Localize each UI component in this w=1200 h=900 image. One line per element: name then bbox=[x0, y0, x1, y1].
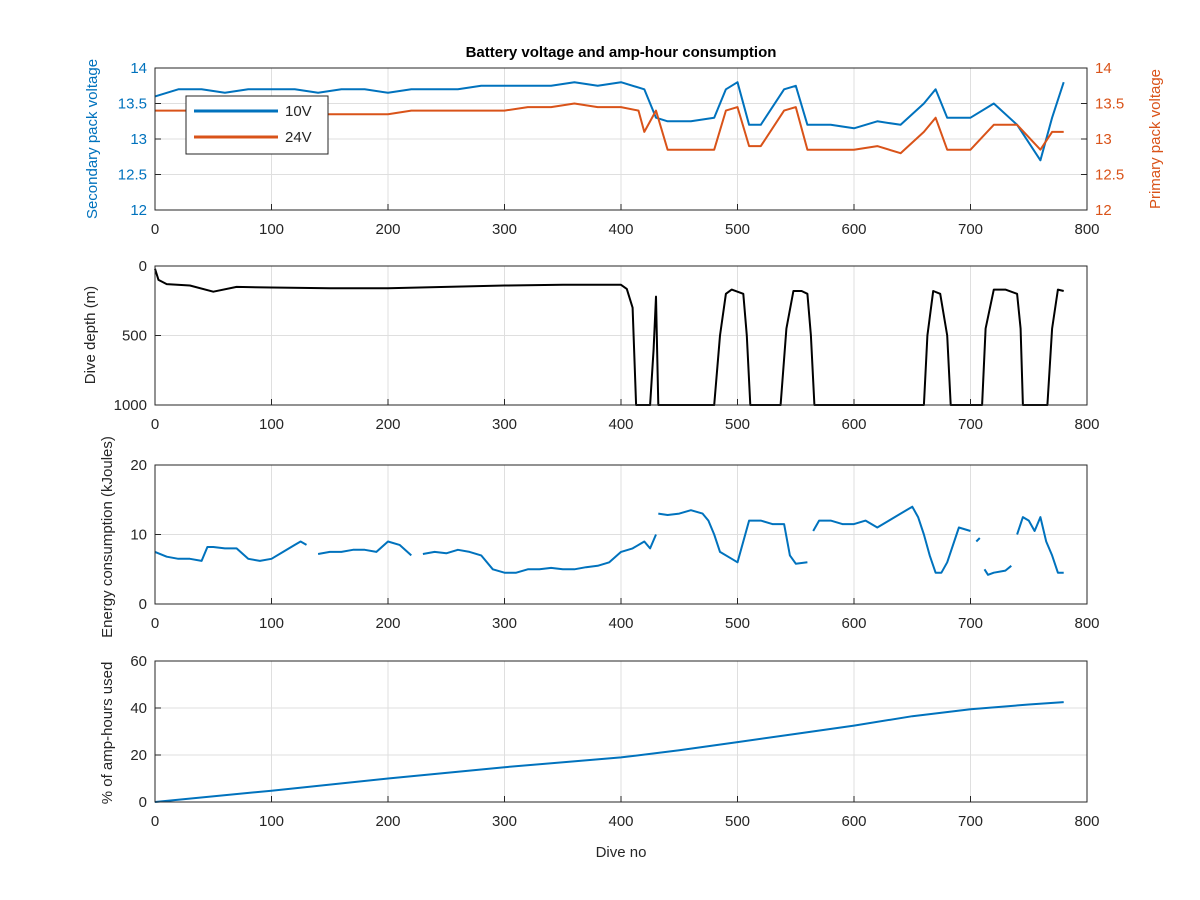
series-line bbox=[154, 701, 1064, 803]
x-tick-label: 500 bbox=[725, 813, 750, 830]
x-tick-label: 400 bbox=[608, 615, 633, 632]
series-line-segment bbox=[658, 509, 808, 565]
legend-label-24v: 24V bbox=[285, 129, 312, 146]
y-tick-label: 20 bbox=[130, 457, 147, 474]
y-tick-label: 1000 bbox=[114, 397, 147, 414]
x-tick-label: 200 bbox=[375, 416, 400, 433]
y-right-tick-label: 14 bbox=[1095, 60, 1112, 77]
x-tick-label: 300 bbox=[492, 416, 517, 433]
x-axis-label: Dive no bbox=[596, 844, 647, 861]
x-tick-label: 0 bbox=[151, 615, 159, 632]
amp-hours-axis-label: % of amp-hours used bbox=[99, 662, 116, 805]
x-tick-label: 800 bbox=[1074, 615, 1099, 632]
x-tick-label: 700 bbox=[958, 416, 983, 433]
depth-panel: 0 100 200 300 400 500 600 700 800 0 500 1000 Dive d… bbox=[82, 258, 1100, 433]
legend-box bbox=[185, 95, 329, 155]
voltage-panel: Battery voltage and amp-hour consumption… bbox=[84, 44, 1164, 238]
legend-label-10v: 10V bbox=[285, 103, 312, 120]
x-tick-label: 100 bbox=[259, 615, 284, 632]
x-tick-label: 400 bbox=[608, 416, 633, 433]
y-tick-label: 13 bbox=[130, 131, 147, 148]
x-tick-label: 200 bbox=[375, 813, 400, 830]
series-line-24v bbox=[155, 102, 1064, 155]
y-tick-label: 20 bbox=[130, 747, 147, 764]
series-line-10v bbox=[154, 81, 1065, 162]
y-right-tick-label: 13 bbox=[1095, 131, 1112, 148]
x-tick-label: 600 bbox=[841, 813, 866, 830]
x-tick-label: 400 bbox=[608, 813, 633, 830]
y-tick-label: 40 bbox=[130, 700, 147, 717]
secondary-voltage-axis-label: Secondary pack voltage bbox=[84, 59, 101, 219]
x-tick-label: 700 bbox=[958, 221, 983, 238]
y-right-tick-label: 13.5 bbox=[1095, 96, 1124, 113]
x-tick-label: 800 bbox=[1074, 416, 1099, 433]
x-tick-label: 700 bbox=[958, 615, 983, 632]
series-line-segment bbox=[975, 537, 981, 543]
y-right-tick-label: 12.5 bbox=[1095, 167, 1124, 184]
x-tick-label: 200 bbox=[375, 615, 400, 632]
y-tick-label: 60 bbox=[130, 653, 147, 670]
x-tick-label: 100 bbox=[259, 416, 284, 433]
x-tick-label: 300 bbox=[492, 813, 517, 830]
y-tick-label: 0 bbox=[139, 794, 147, 811]
x-tick-label: 300 bbox=[492, 615, 517, 632]
x-tick-label: 300 bbox=[492, 221, 517, 238]
x-tick-label: 500 bbox=[725, 416, 750, 433]
x-tick-label: 700 bbox=[958, 813, 983, 830]
x-tick-label: 400 bbox=[608, 221, 633, 238]
x-tick-label: 100 bbox=[259, 221, 284, 238]
x-tick-label: 800 bbox=[1074, 221, 1099, 238]
series-line-segment bbox=[317, 540, 412, 557]
x-tick-label: 0 bbox=[151, 813, 159, 830]
y-tick-label: 0 bbox=[139, 258, 147, 275]
x-tick-label: 100 bbox=[259, 813, 284, 830]
x-tick-label: 600 bbox=[841, 221, 866, 238]
x-tick-label: 200 bbox=[375, 221, 400, 238]
x-tick-label: 800 bbox=[1074, 813, 1099, 830]
series-line-segment bbox=[983, 565, 1012, 576]
y-tick-label: 0 bbox=[139, 596, 147, 613]
y-tick-label: 12.5 bbox=[118, 167, 147, 184]
y-tick-label: 13.5 bbox=[118, 96, 147, 113]
y-tick-label: 500 bbox=[122, 328, 147, 345]
x-tick-label: 600 bbox=[841, 416, 866, 433]
energy-panel: 0 100 200 300 400 500 600 700 800 0 10 20 Energy co… bbox=[99, 436, 1100, 638]
y-tick-label: 14 bbox=[130, 60, 147, 77]
series-line-segment bbox=[154, 540, 307, 562]
series-line-segment bbox=[812, 505, 971, 574]
y-tick-label: 10 bbox=[130, 527, 147, 544]
x-tick-label: 500 bbox=[725, 221, 750, 238]
y-right-tick-label: 12 bbox=[1095, 202, 1112, 219]
y-tick-label: 12 bbox=[130, 202, 147, 219]
amp-hours-panel: 0 100 200 300 400 500 600 700 800 0 20 40 60 % of am… bbox=[99, 653, 1100, 861]
legend: 10V 24V bbox=[185, 95, 329, 155]
primary-voltage-axis-label: Primary pack voltage bbox=[1147, 69, 1164, 209]
energy-axis-label: Energy consumption (kJoules) bbox=[99, 436, 116, 638]
depth-axis-label: Dive depth (m) bbox=[82, 286, 99, 384]
x-tick-label: 600 bbox=[841, 615, 866, 632]
x-tick-label: 0 bbox=[151, 221, 159, 238]
x-tick-label: 500 bbox=[725, 615, 750, 632]
x-tick-label: 0 bbox=[151, 416, 159, 433]
series-line-segment bbox=[1016, 516, 1064, 574]
chart-title: Battery voltage and amp-hour consumption bbox=[466, 44, 777, 61]
series-line-segment bbox=[422, 534, 657, 574]
